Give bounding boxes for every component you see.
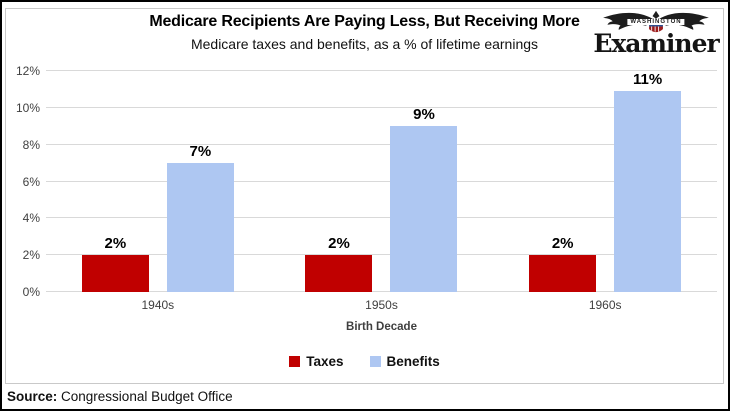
bar-wrap: 9% xyxy=(390,71,458,292)
bar-wrap: 7% xyxy=(166,71,234,292)
plot-area: 2% 7% 2% 9% 2% 11% xyxy=(46,70,717,292)
y-tick-label: 12% xyxy=(15,64,40,78)
source-text: Congressional Budget Office xyxy=(61,389,233,404)
x-tick-label-1940s: 1940s xyxy=(141,298,175,312)
bar-wrap: 2% xyxy=(305,71,373,292)
gridline-12% xyxy=(46,70,717,71)
source-label: Source: xyxy=(7,389,58,404)
bar-group-1960s: 2% 11% xyxy=(493,71,717,292)
gridline-4% xyxy=(46,217,717,219)
legend-label: Benefits xyxy=(386,354,440,369)
bar-group-1940s: 2% 7% xyxy=(46,71,270,292)
bar-taxes-1950s xyxy=(305,255,373,292)
legend: Taxes Benefits xyxy=(6,354,723,369)
x-axis: 1940s 1950s 1960s xyxy=(46,298,717,312)
y-tick-label: 2% xyxy=(22,248,40,263)
bar-benefits-1950s xyxy=(390,126,458,292)
y-tick-label: 4% xyxy=(22,211,40,226)
y-tick-label: 8% xyxy=(22,137,40,152)
data-label: 2% xyxy=(328,235,350,253)
legend-label: Taxes xyxy=(306,354,344,369)
bar-benefits-1940s xyxy=(166,163,234,292)
y-tick-label: 0% xyxy=(22,285,40,299)
bar-wrap: 11% xyxy=(614,71,682,292)
logo-washington-text: WASHINGTON xyxy=(627,19,685,25)
data-label: 2% xyxy=(104,235,127,253)
bar-group-1950s: 2% 9% xyxy=(270,71,494,292)
bar-wrap: 2% xyxy=(529,71,597,292)
gridline-0% xyxy=(46,291,717,292)
y-tick-label: 6% xyxy=(22,174,40,189)
data-label: 2% xyxy=(551,235,574,253)
legend-swatch xyxy=(289,356,301,367)
gridline-10% xyxy=(46,106,717,108)
x-axis-title: Birth Decade xyxy=(346,321,417,333)
y-axis: 0% 2% 4% 6% 8% 10% 12% xyxy=(8,64,40,299)
legend-item-benefits: Benefits xyxy=(369,354,440,369)
bar-benefits-1960s xyxy=(614,91,682,292)
bar-wrap: 2% xyxy=(81,71,149,292)
data-label: 9% xyxy=(413,106,435,124)
chart-title: Medicare Recipients Are Paying Less, But… xyxy=(149,13,580,30)
data-label: 11% xyxy=(633,71,663,88)
data-label: 7% xyxy=(189,143,212,161)
gridline-6% xyxy=(46,180,717,182)
legend-item-taxes: Taxes xyxy=(289,354,344,369)
bar-taxes-1940s xyxy=(81,255,149,292)
bar-taxes-1960s xyxy=(529,255,597,292)
source-note: Source: Congressional Budget Office xyxy=(7,389,233,404)
logo-examiner-text: Examiner xyxy=(593,29,719,58)
chart-subtitle: Medicare taxes and benefits, as a % of l… xyxy=(190,36,539,52)
x-tick-label-1960s: 1960s xyxy=(588,298,622,312)
y-tick-label: 10% xyxy=(15,100,40,115)
x-tick-label-1950s: 1950s xyxy=(365,298,398,312)
chart-area: Medicare Recipients Are Paying Less, But… xyxy=(5,8,724,384)
legend-swatch xyxy=(369,356,381,367)
examiner-logo: WASHINGTON Examiner xyxy=(593,10,720,62)
gridline-2% xyxy=(46,254,717,256)
gridline-8% xyxy=(46,143,717,145)
